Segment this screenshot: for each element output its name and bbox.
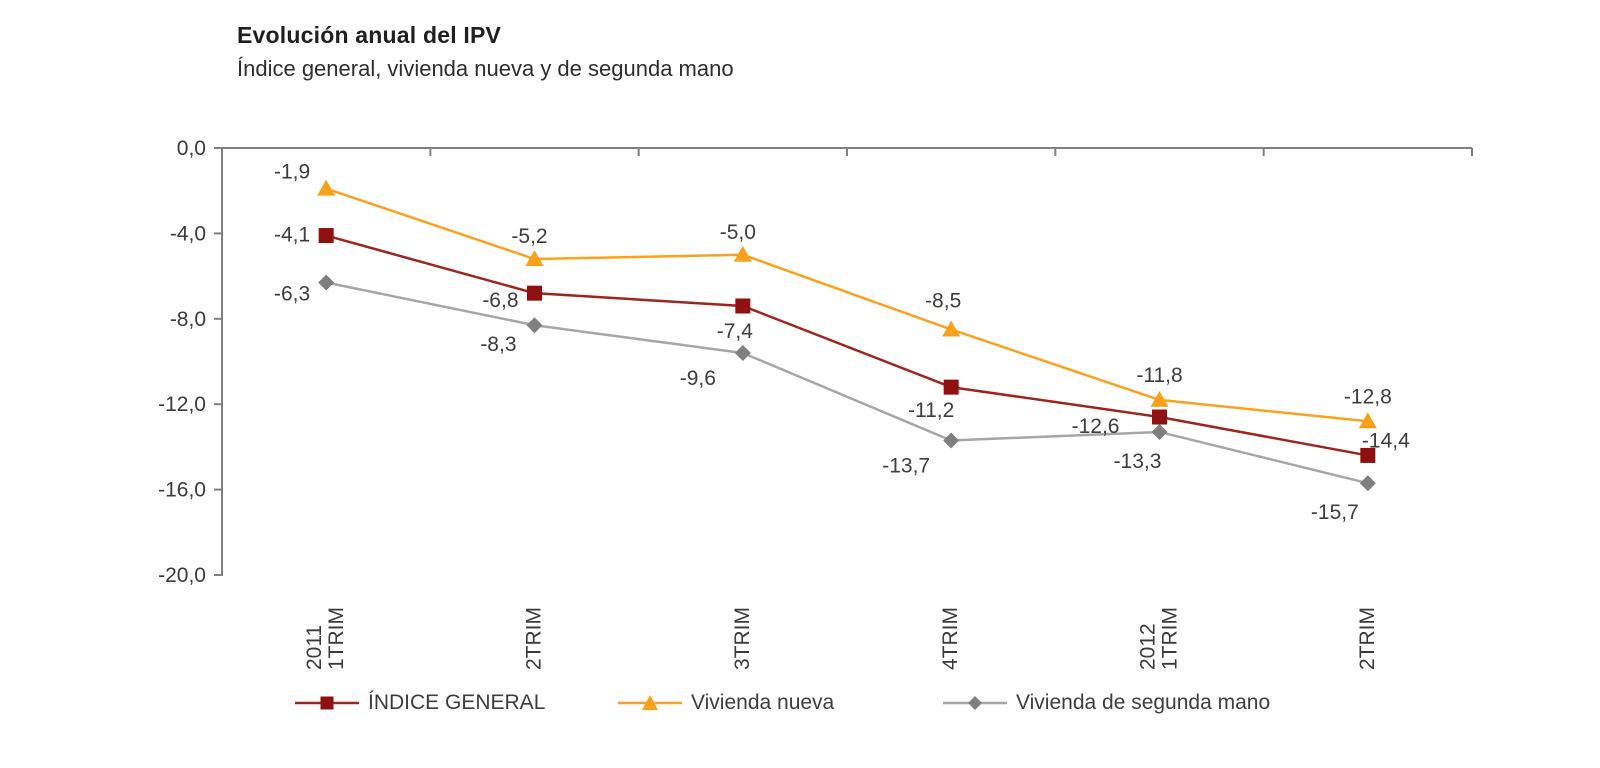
series-line — [325, 234, 1369, 457]
data-label: -8,5 — [925, 289, 961, 312]
x-axis-labels: 2011 1TRIM 2TRIM 3TRIM 4TRIM 2012 1TRIM 2TRIM — [303, 607, 1379, 670]
data-label: -12,6 — [1072, 415, 1120, 438]
chart-legend: ÍNDICE GENERAL Vivienda nueva Vivienda d… — [0, 690, 1600, 720]
legend-label-indice-general: ÍNDICE GENERAL — [368, 691, 546, 714]
diamond-marker — [318, 274, 335, 291]
square-marker — [318, 228, 334, 244]
triangle-marker — [525, 250, 544, 267]
x-tick-label: 4TRIM — [939, 607, 962, 670]
data-label: -13,3 — [1114, 450, 1162, 473]
triangle-marker — [1358, 412, 1377, 429]
data-label: -12,8 — [1344, 385, 1392, 408]
diamond-marker-icon — [943, 696, 1007, 710]
data-label: -5,0 — [720, 221, 756, 244]
series-line — [325, 281, 1369, 485]
data-label: -4,1 — [274, 224, 310, 247]
chart-subtitle: Índice general, vivienda nueva y de segu… — [237, 56, 734, 81]
axes: 0,0 -4,0 -8,0 -12,0 -16,0 -20,0 — [158, 137, 1473, 587]
x-tick-label: 2TRIM — [1356, 607, 1379, 670]
triangle-marker — [733, 245, 752, 262]
y-tick-label: -8,0 — [170, 308, 206, 331]
diamond-marker — [943, 432, 960, 449]
y-tick-label: -16,0 — [158, 479, 206, 502]
diamond-marker — [526, 317, 543, 334]
square-marker — [943, 379, 959, 395]
data-label: -5,2 — [511, 225, 547, 248]
diamond-marker — [1151, 423, 1168, 440]
x-tick-label: 1TRIM — [325, 607, 348, 670]
chart-title: Evolución anual del IPV — [237, 22, 502, 48]
data-label: -1,9 — [274, 161, 310, 184]
data-label: -7,4 — [717, 320, 754, 343]
legend-label-vivienda-nueva: Vivienda nueva — [691, 691, 835, 714]
square-marker — [1152, 409, 1167, 425]
triangle-marker — [317, 179, 336, 196]
data-label: -8,3 — [480, 333, 516, 356]
y-tick-label: -20,0 — [158, 564, 206, 587]
y-tick-label: -12,0 — [158, 393, 206, 416]
data-label: -13,7 — [882, 454, 930, 477]
diamond-marker — [1359, 475, 1376, 492]
data-label: -14,4 — [1362, 429, 1410, 452]
x-tick-label: 2012 — [1137, 623, 1160, 670]
x-tick-label: 2TRIM — [523, 607, 546, 670]
x-tick-label: 1TRIM — [1159, 607, 1182, 670]
series-diamond — [318, 274, 1376, 492]
data-label: -6,8 — [482, 289, 518, 312]
data-labels: -4,1 -6,8 -7,4 -11,2 -12,6 -14,4 -1,9 -5,2 -5,0 -… — [274, 161, 1410, 525]
data-label: -9,6 — [680, 367, 716, 390]
y-tick-label: 0,0 — [177, 137, 206, 160]
square-marker — [1360, 447, 1376, 463]
triangle-marker — [1150, 390, 1169, 407]
square-marker — [735, 298, 751, 314]
x-tick-label: 3TRIM — [731, 607, 754, 670]
y-tick-label: -4,0 — [170, 222, 206, 245]
legend-entry-vivienda-nueva: Vivienda nueva — [618, 690, 834, 716]
square-marker — [527, 285, 542, 301]
triangle-marker-icon — [618, 695, 682, 710]
data-label: -11,2 — [908, 399, 954, 422]
diamond-marker — [734, 344, 751, 361]
series-square — [318, 228, 1376, 463]
series-line — [325, 187, 1368, 423]
square-marker-icon — [295, 696, 359, 710]
triangle-marker — [942, 320, 961, 337]
data-label: -6,3 — [274, 283, 310, 306]
legend-entry-vivienda-segunda-mano: Vivienda de segunda mano — [943, 690, 1270, 716]
x-tick-label: 2011 — [303, 625, 326, 670]
legend-entry-indice-general: ÍNDICE GENERAL — [295, 690, 545, 716]
legend-label-vivienda-segunda-mano: Vivienda de segunda mano — [1016, 691, 1271, 714]
series-triangle — [317, 179, 1377, 429]
data-label: -15,7 — [1311, 501, 1359, 524]
data-label: -11,8 — [1136, 364, 1182, 387]
